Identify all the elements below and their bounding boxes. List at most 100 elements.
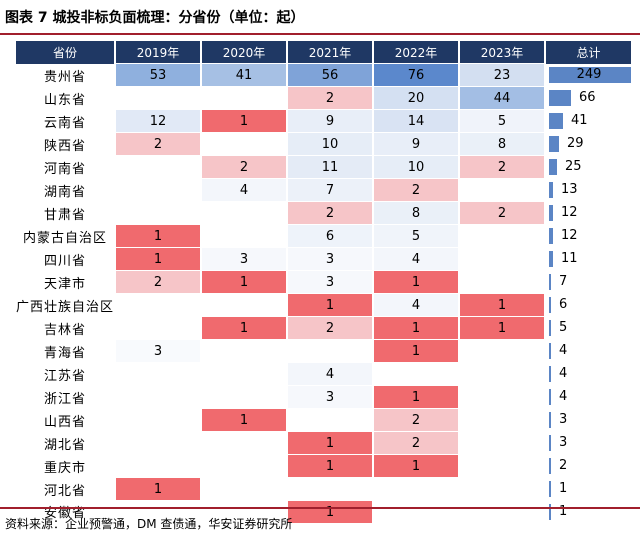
value-cell <box>200 385 288 409</box>
value-cell: 76 <box>372 63 460 87</box>
province-label: 吉林省 <box>44 322 87 338</box>
value-cell: 1 <box>200 270 288 294</box>
total-bar <box>549 503 552 520</box>
value-cell: 1 <box>114 477 202 501</box>
table-row: 甘肃省 2 8 2 12 <box>16 201 632 225</box>
province-label: 山东省 <box>44 92 87 108</box>
total-value: 5 <box>559 319 568 335</box>
total-bar <box>549 158 558 175</box>
value-cell: 3 <box>286 247 374 271</box>
total-value: 11 <box>561 250 578 266</box>
value-cell: 1 <box>114 224 202 248</box>
value-cell <box>286 408 374 432</box>
value-cell: 4 <box>200 178 288 202</box>
province-label: 内蒙古自治区 <box>23 230 108 246</box>
total-cell: 4 <box>544 339 632 363</box>
value-cell <box>114 316 202 340</box>
value-cell <box>114 155 202 179</box>
value-cell: 14 <box>372 109 460 133</box>
total-bar <box>549 181 554 198</box>
value-cell: 11 <box>286 155 374 179</box>
total-bar <box>549 296 552 313</box>
total-value: 4 <box>559 388 568 404</box>
value-cell: 10 <box>372 155 460 179</box>
total-bar <box>549 434 552 451</box>
table-row: 青海省 3 1 4 <box>16 339 632 363</box>
table-row: 吉林省 1 2 1 1 5 <box>16 316 632 340</box>
value-cell <box>114 293 202 317</box>
value-cell: 53 <box>114 63 202 87</box>
total-bar <box>549 365 552 382</box>
value-cell <box>200 431 288 455</box>
total-bar <box>549 89 572 106</box>
value-cell: 12 <box>114 109 202 133</box>
value-cell: 1 <box>286 500 374 523</box>
value-cell: 44 <box>458 86 546 110</box>
value-cell <box>114 431 202 455</box>
total-cell: 12 <box>544 224 632 248</box>
value-cell: 7 <box>286 178 374 202</box>
total-bar <box>549 273 552 290</box>
header-2022: 2022年 <box>372 41 460 64</box>
value-cell <box>114 178 202 202</box>
value-cell <box>200 454 288 478</box>
value-cell: 1 <box>286 431 374 455</box>
total-cell: 4 <box>544 385 632 409</box>
value-cell <box>286 339 374 363</box>
total-bar <box>549 480 552 497</box>
value-cell <box>200 339 288 363</box>
header-row: 省份 2019年 2020年 2021年 2022年 2023年 总计 <box>16 41 632 64</box>
province-label: 河北省 <box>44 483 87 499</box>
value-cell: 1 <box>458 316 546 340</box>
total-cell: 1 <box>544 500 632 523</box>
value-cell: 9 <box>286 109 374 133</box>
total-value: 1 <box>559 480 568 496</box>
value-cell: 41 <box>200 63 288 87</box>
total-cell: 25 <box>544 155 632 179</box>
province-label: 湖北省 <box>44 437 87 453</box>
value-cell: 1 <box>200 316 288 340</box>
province-label: 陕西省 <box>44 138 87 154</box>
value-cell: 1 <box>372 270 460 294</box>
total-value: 4 <box>559 365 568 381</box>
total-bar <box>549 204 554 221</box>
province-label: 浙江省 <box>44 391 87 407</box>
total-value: 3 <box>559 411 568 427</box>
total-value: 12 <box>561 204 578 220</box>
data-table: 省份 2019年 2020年 2021年 2022年 2023年 总计 贵州省 5… <box>16 41 632 523</box>
province-label: 贵州省 <box>44 69 87 85</box>
value-cell: 2 <box>286 201 374 225</box>
total-value: 4 <box>559 342 568 358</box>
total-cell: 2 <box>544 454 632 478</box>
value-cell <box>114 408 202 432</box>
value-cell <box>458 500 546 523</box>
value-cell <box>200 201 288 225</box>
total-value: 6 <box>559 296 568 312</box>
province-label: 江苏省 <box>44 368 87 384</box>
value-cell: 4 <box>372 247 460 271</box>
total-bar <box>549 135 560 152</box>
province-label: 湖南省 <box>44 184 87 200</box>
value-cell <box>114 385 202 409</box>
value-cell <box>200 500 288 523</box>
value-cell: 1 <box>200 109 288 133</box>
value-cell <box>372 500 460 523</box>
total-value: 41 <box>571 112 588 128</box>
total-bar <box>549 342 552 359</box>
table-row: 湖北省 1 2 3 <box>16 431 632 455</box>
value-cell <box>114 86 202 110</box>
province-label: 安徽省 <box>44 506 87 522</box>
value-cell: 10 <box>286 132 374 156</box>
value-cell: 2 <box>458 155 546 179</box>
header-2021: 2021年 <box>286 41 374 64</box>
value-cell <box>458 408 546 432</box>
table-row: 河南省 2 11 10 2 25 <box>16 155 632 179</box>
value-cell <box>200 293 288 317</box>
total-bar <box>549 411 552 428</box>
total-cell: 66 <box>544 86 632 110</box>
table-row: 河北省 1 1 <box>16 477 632 501</box>
value-cell <box>372 362 460 386</box>
value-cell: 1 <box>286 454 374 478</box>
total-cell: 4 <box>544 362 632 386</box>
table-row: 安徽省 1 1 <box>16 500 632 523</box>
